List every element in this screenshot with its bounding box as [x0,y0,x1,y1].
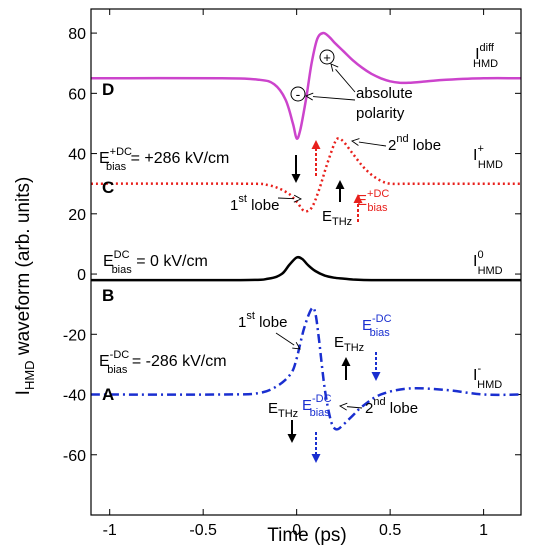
label-ethz-a-lower: ETHz [268,400,298,420]
y-tick-label: 80 [68,26,86,43]
pointer-second-lobe-a-head [338,402,348,411]
pointer-first-lobe-c-shaft [277,197,295,200]
label-i-hmd-zero: I0 HMD [473,249,503,277]
y-tick-label: -60 [63,448,86,465]
series-line-B [90,255,521,282]
series-line-A [90,306,522,431]
label-i-hmd-diff: Idiff HMD [473,42,498,70]
label-second-lobe-a: 2nd lobe [365,396,418,417]
label-polarity: polarity [356,105,405,122]
x-tick-label: -0.5 [189,522,217,539]
x-tick-label: -1 [103,522,117,539]
series-line-C [90,137,521,213]
label-ebias-a-lower: E-DC bias [302,393,332,419]
label-ebias-a-upper: E-DC bias [362,313,392,339]
minus-sign: - [296,86,301,102]
plus-sign: + [323,50,331,65]
x-tick-label: 0.5 [379,522,401,539]
label-first-lobe-a: 1st lobe [238,310,287,331]
y-tick-label: -40 [63,388,86,405]
pointer-first-lobe-a-shaft [275,332,295,346]
minus-circle [290,86,306,102]
plus-circle [319,49,335,65]
label-ebias-zero: EDC bias = 0 kV/cm [103,249,208,276]
panel-label-a: A [102,385,114,404]
label-ethz-c: ETHz [322,208,352,228]
y-tick-label: -20 [63,327,86,344]
x-tick-label: 0 [292,522,301,539]
plot-frame [90,8,522,516]
label-second-lobe-c: 2nd lobe [388,133,441,154]
pointer-second-lobe-a-shaft [346,406,363,409]
arrow-ethz-c-down-head [291,174,301,183]
pointer-absolute-minus-shaft [312,96,356,101]
label-i-hmd-plus: I+ HMD [473,143,503,171]
arrow-ebias-c-up-head [311,140,321,149]
label-ebias-c: E+DC bias [357,188,389,214]
label-absolute: absolute [356,85,413,102]
pointer-first-lobe-a-head [292,341,301,350]
label-ethz-a-upper: ETHz [334,334,364,354]
panel-label-d: D [102,80,114,99]
y-tick-label: 20 [68,207,86,224]
arrow-ethz-a-up-head [341,357,351,366]
pointer-absolute-plus-head [330,63,339,72]
arrow-ethz-c-up-head [335,180,345,189]
label-ebias-minus: E-DC bias = -286 kV/cm [99,349,227,376]
arrow-ebias-a-down-upper-head [371,372,381,381]
y-tick-label: 60 [68,86,86,103]
arrow-ethz-a-down-head [287,434,297,443]
pointer-absolute-plus-shaft [335,69,356,93]
arrow-ebias-a-down-lower-head [311,454,321,463]
panel-label-c: C [102,178,114,197]
label-first-lobe-c: 1st lobe [230,193,279,214]
y-tick-label: 40 [68,147,86,164]
label-i-hmd-minus: I-HMD [473,363,502,391]
series-layer [90,31,522,431]
arrow-ebias-c-up2-head [353,194,363,203]
pointer-second-lobe-c-shaft [358,141,387,147]
x-axis-label: Time (ps) [267,525,347,546]
pointer-first-lobe-c-head [293,194,303,203]
pointer-absolute-minus-head [304,92,314,101]
panel-label-b: B [102,286,114,305]
axis-ticks: -1 -0.5 0 0.5 1 -60 -40 -20 0 20 40 60 80 [63,9,521,539]
annotations: D C B A Idiff HMD I+ HMD I0 HMD I-HMD E+DC bias = +2… [99,42,503,463]
y-tick-label: 0 [77,267,86,284]
y-axis-label: IHMD waveform (arb. units) [13,177,37,396]
x-tick-label: 1 [479,522,488,539]
series-line-D [90,31,522,140]
label-ebias-plus: E+DC bias = +286 kV/cm [99,146,229,173]
pointer-second-lobe-c-head [351,138,360,146]
